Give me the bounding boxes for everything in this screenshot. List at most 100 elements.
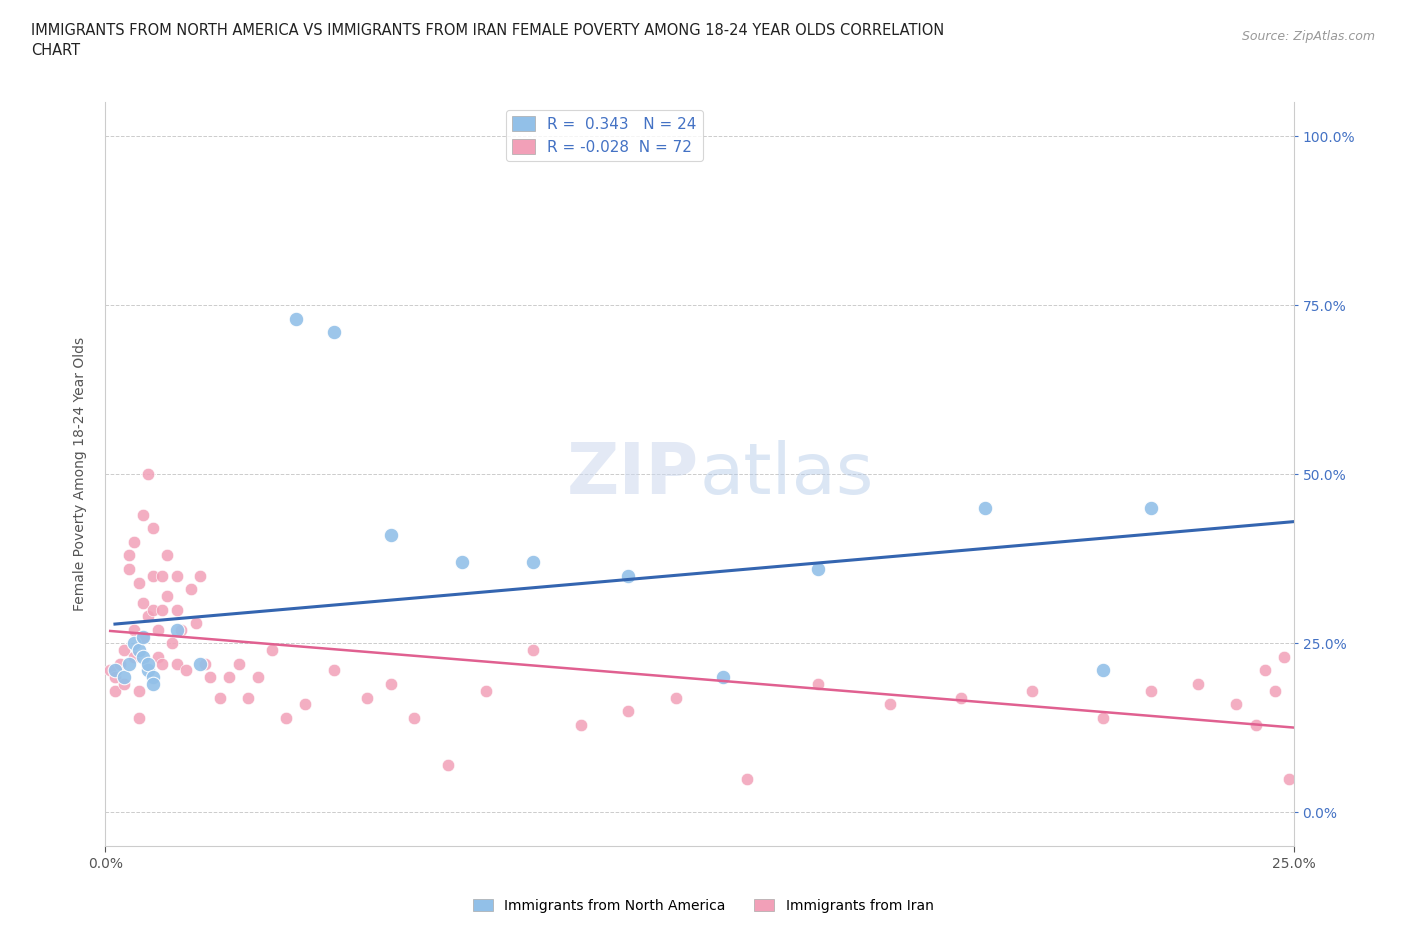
Point [122,636,145,651]
Point [132,508,155,523]
Point [136,467,159,482]
Point [380,676,402,691]
Point [166,657,188,671]
Point [128,684,150,698]
Point [118,562,141,577]
Point [114,670,136,684]
Point [128,643,150,658]
Point [1278,771,1301,786]
Point [356,690,378,705]
Point [146,622,169,637]
Point [735,771,758,786]
Point [170,622,193,637]
Point [132,630,155,644]
Point [118,548,141,563]
Point [160,636,183,651]
Point [284,312,307,326]
Point [190,568,212,583]
Point [142,521,165,536]
Point [136,663,159,678]
Point [166,568,188,583]
Text: ZIP: ZIP [567,440,700,509]
Point [711,670,734,684]
Text: atlas: atlas [700,440,875,509]
Point [274,711,297,725]
Point [807,562,830,577]
Point [450,555,472,570]
Point [136,657,159,671]
Point [190,657,212,671]
Point [1225,697,1247,711]
Point [208,690,231,705]
Point [128,711,150,725]
Point [1140,684,1163,698]
Point [122,622,145,637]
Point [569,717,592,732]
Point [1021,684,1043,698]
Point [132,630,155,644]
Point [1140,500,1163,515]
Point [152,568,174,583]
Point [1254,663,1277,678]
Point [294,697,316,711]
Point [156,548,179,563]
Point [128,575,150,590]
Point [246,670,269,684]
Point [522,555,544,570]
Point [665,690,688,705]
Point [807,676,830,691]
Point [198,670,221,684]
Point [617,704,640,719]
Point [104,684,127,698]
Point [166,622,188,637]
Point [132,649,155,664]
Point [1187,676,1209,691]
Legend: Immigrants from North America, Immigrants from Iran: Immigrants from North America, Immigrant… [467,894,939,919]
Point [949,690,972,705]
Point [474,684,496,698]
Point [98,663,121,678]
Point [142,670,165,684]
Legend: R =  0.343   N = 24, R = -0.028  N = 72: R = 0.343 N = 24, R = -0.028 N = 72 [506,110,703,161]
Point [1272,649,1295,664]
Point [436,758,458,773]
Point [108,657,131,671]
Point [142,568,165,583]
Point [142,602,165,617]
Point [404,711,426,725]
Text: IMMIGRANTS FROM NORTH AMERICA VS IMMIGRANTS FROM IRAN FEMALE POVERTY AMONG 18-24: IMMIGRANTS FROM NORTH AMERICA VS IMMIGRA… [31,23,945,58]
Point [380,527,402,542]
Point [1263,684,1285,698]
Point [228,657,250,671]
Point [322,663,344,678]
Point [322,325,344,339]
Point [180,582,202,597]
Point [1092,663,1115,678]
Point [218,670,240,684]
Point [194,657,217,671]
Point [136,609,159,624]
Point [118,657,141,671]
Point [156,589,179,604]
Point [146,649,169,664]
Point [152,657,174,671]
Point [617,568,640,583]
Point [1092,711,1115,725]
Point [122,649,145,664]
Y-axis label: Female Poverty Among 18-24 Year Olds: Female Poverty Among 18-24 Year Olds [73,338,87,611]
Point [879,697,901,711]
Point [114,676,136,691]
Point [114,643,136,658]
Text: Source: ZipAtlas.com: Source: ZipAtlas.com [1241,30,1375,43]
Point [142,676,165,691]
Point [973,500,995,515]
Point [152,602,174,617]
Point [104,663,127,678]
Point [1244,717,1267,732]
Point [122,535,145,550]
Point [522,643,544,658]
Point [132,595,155,610]
Point [174,663,197,678]
Point [104,670,127,684]
Point [166,602,188,617]
